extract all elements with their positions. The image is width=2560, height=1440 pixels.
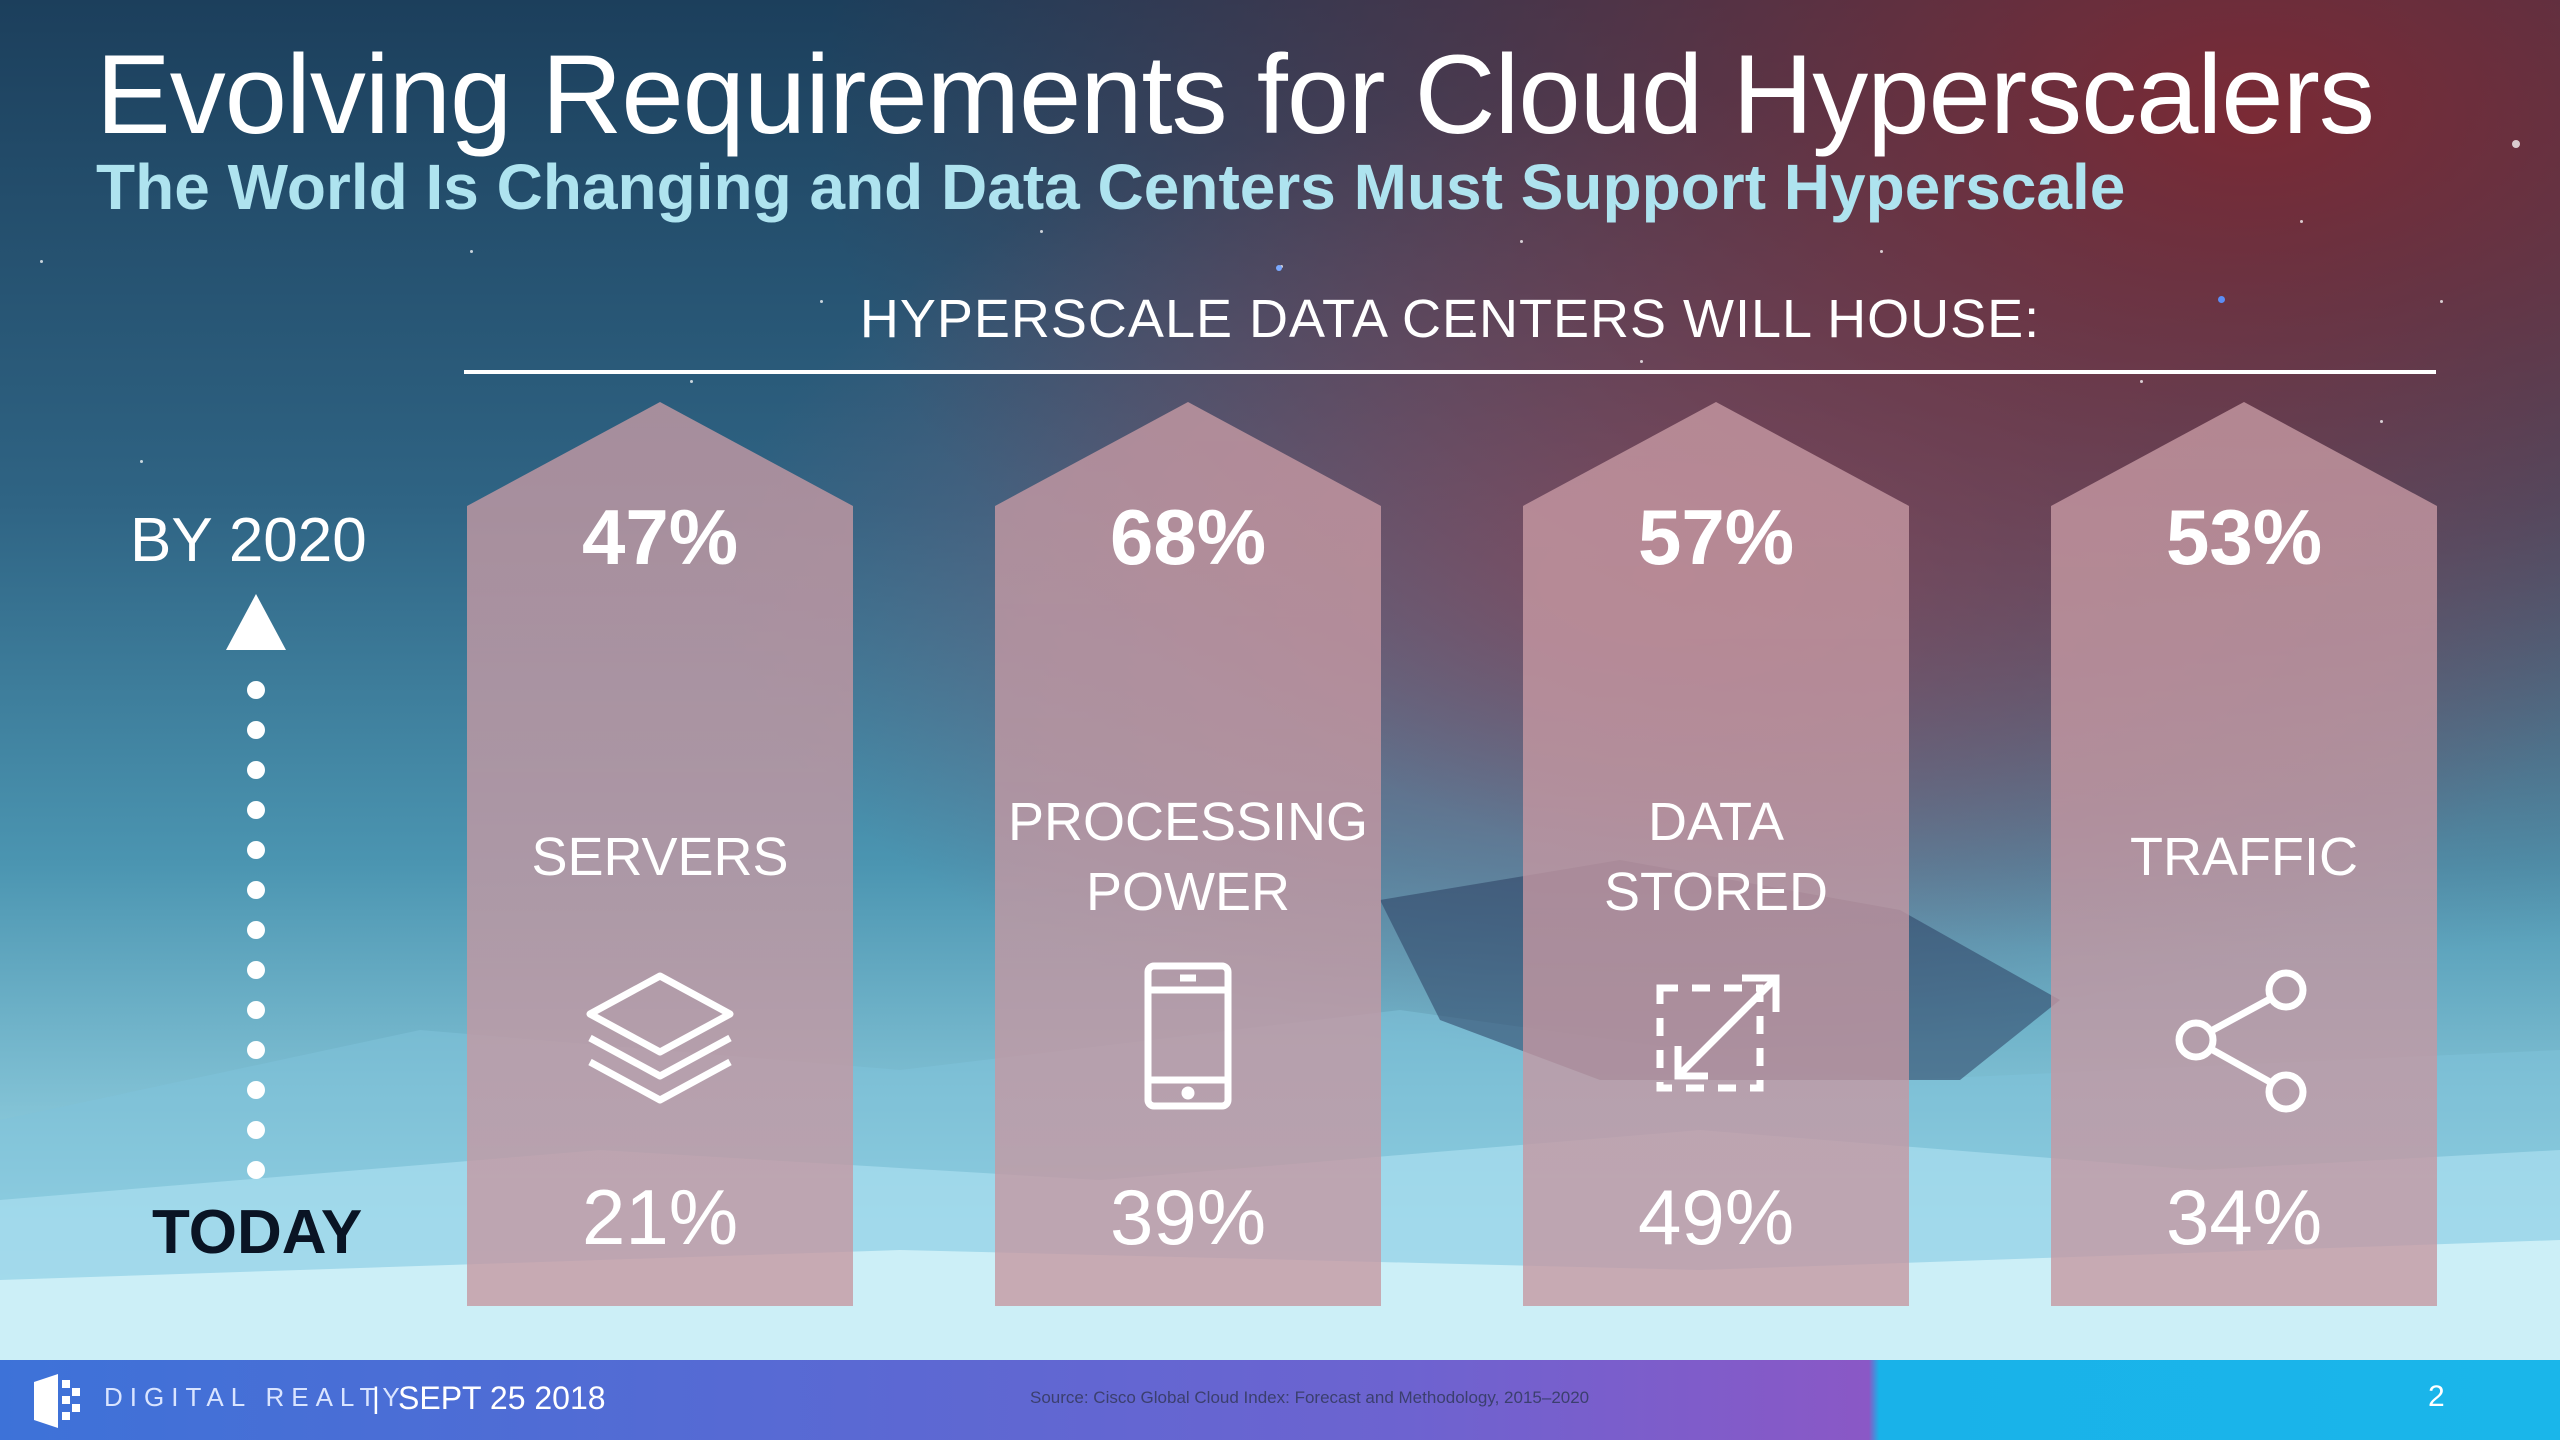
servers-column: 47% SERVERS 21%: [467, 402, 853, 1306]
mobile-device-icon: [1144, 962, 1232, 1110]
traffic-column: 53% TRAFFIC 34%: [2051, 402, 2437, 1306]
timeline-bottom-label: TODAY: [152, 1198, 363, 1267]
servers-value-2020: 47%: [581, 493, 739, 581]
timeline-top-label: BY 2020: [130, 506, 367, 575]
page-number: 2: [2428, 1380, 2445, 1413]
traffic-value-2020: 53%: [2165, 493, 2323, 581]
section-heading: HYPERSCALE DATA CENTERS WILL HOUSE:: [859, 289, 2041, 349]
data-stored-value-today: 49%: [1637, 1173, 1795, 1261]
share-icon: [2175, 969, 2307, 1113]
processing-power-value-today: 39%: [1109, 1173, 1267, 1261]
data-stored-label: DATA STORED: [1603, 791, 1829, 922]
footer-divider: |: [372, 1382, 380, 1415]
traffic-value-today: 34%: [2165, 1173, 2323, 1261]
source-citation: Source: Cisco Global Cloud Index: Foreca…: [1030, 1388, 1590, 1407]
data-stored-value-2020: 57%: [1637, 493, 1795, 581]
data-stored-column: 57% DATA STORED 49%: [1523, 402, 1909, 1306]
timeline-arrow-icon: [226, 594, 286, 1179]
expand-icon: [1656, 974, 1780, 1092]
processing-power-label: PROCESSING POWER: [1007, 791, 1369, 922]
section-divider: [464, 370, 2436, 374]
layers-icon: [586, 972, 734, 1104]
footer-date: SEPT 25 2018: [398, 1380, 606, 1416]
brand-name: DIGITAL REALTY: [104, 1382, 407, 1412]
slide-title: Evolving Requirements for Cloud Hypersca…: [96, 32, 2375, 157]
processing-power-column: 68% PROCESSING POWER 39%: [995, 402, 1381, 1306]
slide-subtitle: The World Is Changing and Data Centers M…: [96, 151, 2126, 223]
digital-realty-logo-icon: [34, 1374, 80, 1428]
processing-power-value-2020: 68%: [1109, 493, 1267, 581]
servers-label: SERVERS: [531, 826, 789, 887]
traffic-label: TRAFFIC: [2130, 826, 2358, 887]
servers-value-today: 21%: [581, 1173, 739, 1261]
slide-footer: DIGITAL REALTY | SEPT 25 2018 Source: Ci…: [0, 1360, 2560, 1440]
